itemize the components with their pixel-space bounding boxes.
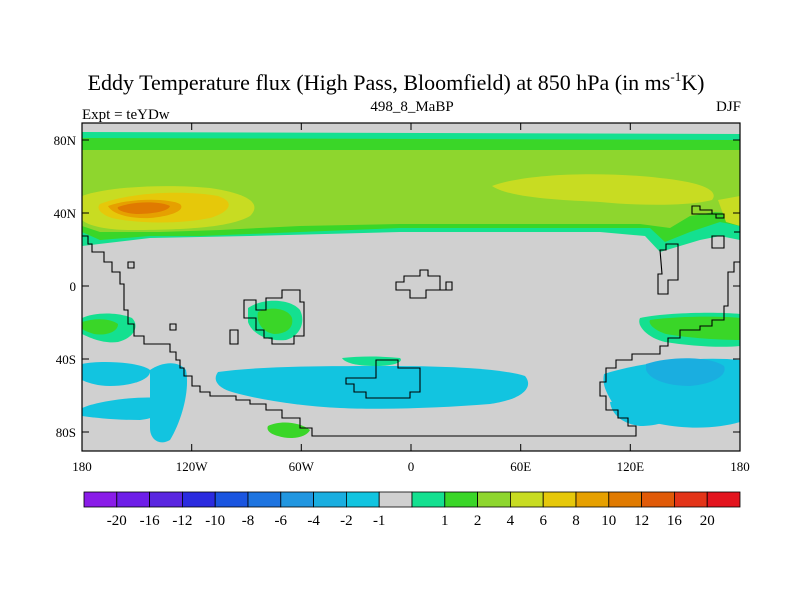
lon-label: 180 [72,459,92,474]
island-1 [127,261,135,269]
left-subtitle: Expt = teYDw [82,107,170,123]
colorbar-label: -1 [373,513,386,529]
island-3 [229,329,239,345]
colorbar-swatch [247,491,282,508]
colorbar-swatch [608,491,642,508]
coastlines [82,205,740,437]
colorbar-label: -6 [275,513,288,529]
colorbar-label: 12 [634,513,649,529]
island-2 [169,323,177,331]
colorbar-label: -2 [340,513,353,529]
colorbar-swatch [149,491,183,508]
colorbar-label: -10 [205,513,225,529]
sh-green-africa-like [257,308,293,334]
colorbar-labels: -20 -16 -12 -10 -8 -6 -4 -2 -1 1 2 4 6 8 10 12 16 20 [107,513,715,529]
lon-label: 60W [289,459,315,474]
colorbar-label: 20 [700,513,715,529]
colorbar-swatch [280,491,314,508]
sh-cyan-central [215,366,529,409]
sh-green-east [649,316,740,340]
nh-orange-dark [117,202,170,214]
colorbar-swatch [706,491,741,508]
sh-cyan-tongue [150,363,188,443]
coast-mid-2 [395,269,453,299]
coast-east-3 [711,235,725,249]
colorbar-swatch [509,491,544,508]
lat-label: 0 [70,279,77,294]
coast-mid-3 [345,359,421,399]
sh-cyan-west [82,397,164,420]
colorbar-swatch [444,491,478,508]
coast-mid-1 [243,289,305,345]
coast-east-2 [691,205,725,219]
coastline-west-south [82,235,740,437]
colorbar-label: -4 [307,513,320,529]
colorbar-label: 6 [539,513,547,529]
colorbar [83,491,741,508]
center-subtitle: 498_8_MaBP [370,99,453,115]
sh-blue-east [646,358,725,386]
lon-label: 120W [176,459,209,474]
colorbar-label: -8 [242,513,255,529]
lon-label: 0 [408,459,415,474]
sh-cyan-east-lower [610,401,673,426]
colorbar-label: 1 [441,513,449,529]
coast-east-1 [657,243,679,295]
lat-label: 80N [54,133,77,148]
colorbar-label: 2 [474,513,482,529]
lon-label: 180 [730,459,750,474]
map-field [82,123,740,451]
colorbar-swatch [411,491,446,508]
colorbar-swatch [214,491,249,508]
nh-yellow-east [492,174,714,205]
right-subtitle: DJF [716,99,741,115]
colorbar-label: -12 [172,513,192,529]
lat-tick-marks [82,139,740,433]
colorbar-label: 16 [667,513,683,529]
colorbar-label: 4 [507,513,515,529]
map-title: Eddy Temperature flux (High Pass, Bloomf… [88,69,705,95]
lon-label: 60E [510,459,531,474]
colorbar-swatch [345,491,380,508]
colorbar-swatch [313,491,347,508]
colorbar-label: 10 [601,513,616,529]
nh-yellow-edge [718,196,740,226]
colorbar-swatch [83,491,118,508]
lat-label: 40N [54,206,77,221]
lon-tick-labels: 180 120W 60W 0 60E 120E 180 [72,459,750,474]
colorbar-label: -16 [140,513,160,529]
sh-green-west [82,319,118,335]
colorbar-swatch [575,491,610,508]
colorbar-swatch [477,491,511,508]
lon-tick-marks [81,123,741,451]
colorbar-swatch [674,491,708,508]
sh-green-south [267,422,310,438]
lon-label: 120E [617,459,645,474]
colorbar-swatch [542,491,577,508]
sh-teal-central [342,356,401,366]
lat-tick-labels: 80N 40N 0 40S 80S [54,133,77,440]
colorbar-swatch [181,491,216,508]
lat-label: 80S [56,425,76,440]
colorbar-swatch [116,491,151,508]
colorbar-swatch [378,491,413,508]
colorbar-label: 8 [572,513,580,529]
sh-cyan-far-west [82,362,151,386]
lat-label: 40S [56,352,76,367]
colorbar-swatch [641,491,675,508]
colorbar-label: -20 [107,513,127,529]
